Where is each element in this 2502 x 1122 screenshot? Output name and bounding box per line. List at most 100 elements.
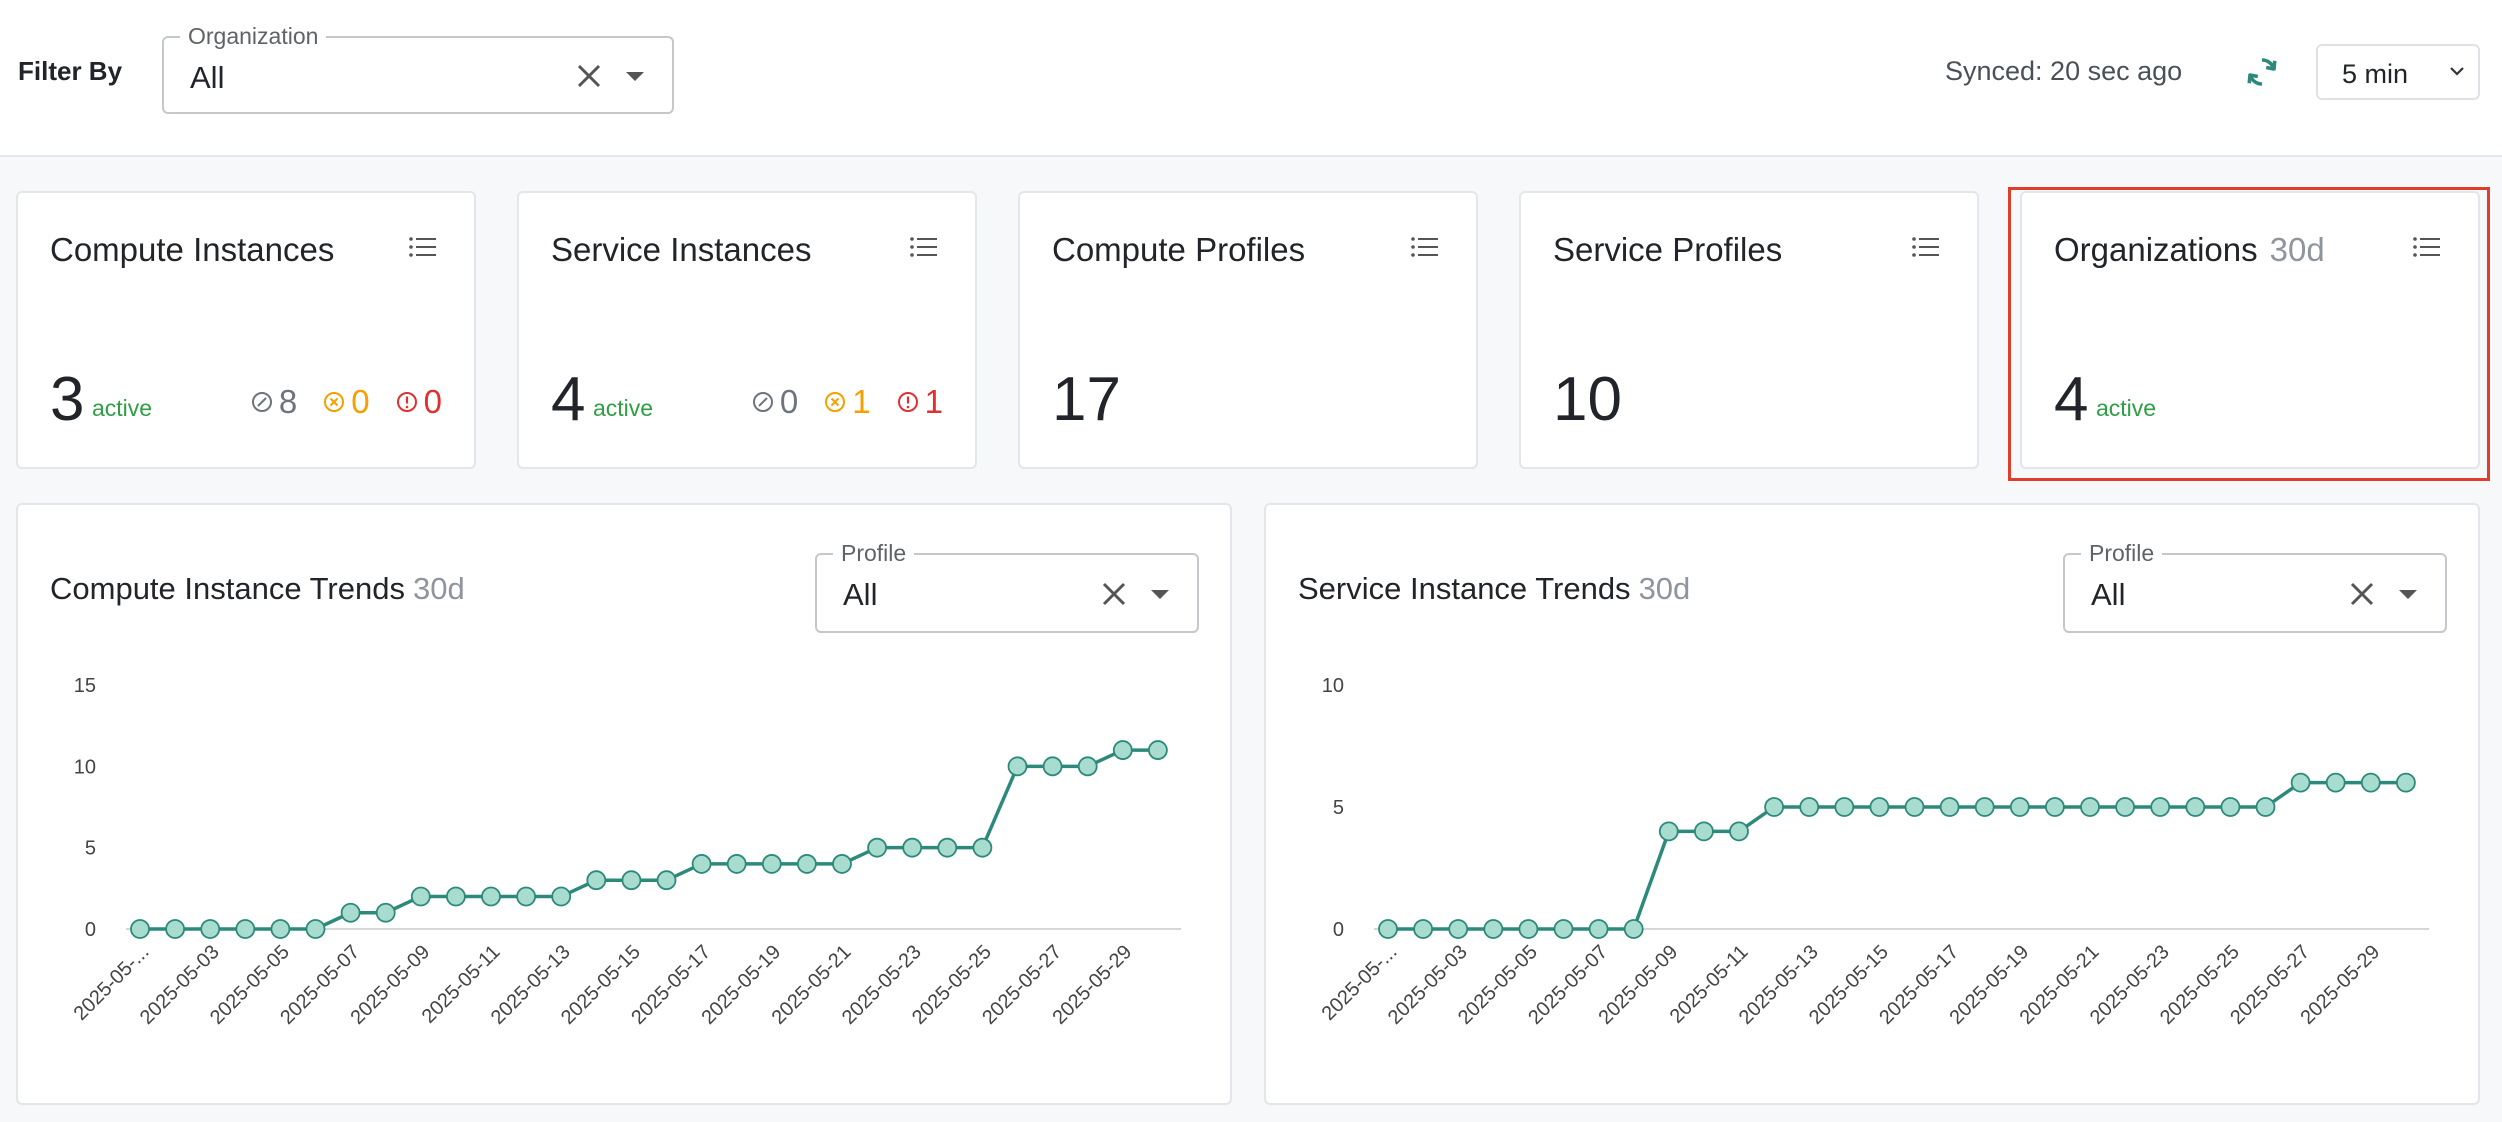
data-point <box>165 919 186 939</box>
data-point <box>1042 756 1063 777</box>
data-point <box>1112 740 1133 760</box>
data-point <box>1834 797 1855 817</box>
data-point <box>445 886 466 907</box>
profile-count: 10 <box>1553 365 1622 434</box>
profile-count: 17 <box>1052 365 1121 434</box>
profile-select[interactable]: Profile All <box>2063 539 2447 633</box>
clear-icon[interactable] <box>1101 581 1127 607</box>
data-point <box>340 902 361 923</box>
data-point <box>516 886 537 907</box>
error-stat: 1 <box>897 383 943 421</box>
caret-down-icon[interactable] <box>2399 590 2417 599</box>
data-point <box>1413 919 1434 939</box>
error-icon <box>396 392 417 412</box>
active-label: active <box>92 395 153 421</box>
filter-by-label: Filter By <box>18 56 123 86</box>
stopped-count: 0 <box>779 383 799 420</box>
compute-profiles-card: Compute Profiles 17 <box>1018 191 1478 469</box>
data-point <box>2009 797 2030 817</box>
profile-select-legend: Profile <box>833 539 915 567</box>
profile-select-value: All <box>843 577 878 612</box>
data-point <box>832 854 852 874</box>
organization-select[interactable]: Organization All <box>162 22 674 114</box>
error-count: 0 <box>423 383 442 420</box>
data-point <box>1658 821 1679 842</box>
clear-icon[interactable] <box>576 63 602 89</box>
list-menu-icon[interactable] <box>408 235 436 259</box>
data-point <box>2255 797 2276 817</box>
error-stat: 0 <box>396 383 442 421</box>
active-count: 3 <box>50 365 85 434</box>
caret-down-icon[interactable] <box>1151 590 1169 599</box>
data-point <box>1148 740 1168 760</box>
card-period: 30d <box>2269 231 2325 268</box>
data-point <box>1007 756 1028 777</box>
top-filter-bar: Filter By Organization All Synced: 20 se… <box>0 0 2502 157</box>
stopped-stat: 0 <box>752 383 798 421</box>
panel-title-text: Service Instance Trends <box>1298 571 1631 606</box>
series-line <box>140 748 1158 931</box>
clear-icon[interactable] <box>2349 581 2375 607</box>
error-count: 1 <box>924 383 943 420</box>
compute-trend-chart: 0510152025-05-...2025-05-032025-05-05202… <box>70 675 1181 1029</box>
data-point <box>726 854 747 874</box>
data-point <box>656 870 677 891</box>
data-point <box>937 837 958 858</box>
panel-title-text: Compute Instance Trends <box>50 571 405 606</box>
data-point <box>2080 797 2100 817</box>
service-trend-chart: 05102025-05-...2025-05-032025-05-052025-… <box>1318 675 2429 1029</box>
compute-trends-panel: Compute Instance Trends 30d Profile All 0… <box>16 503 1232 1105</box>
data-point <box>1448 919 1469 939</box>
caret-down-icon[interactable] <box>626 72 644 81</box>
y-tick-label: 10 <box>1322 675 1344 697</box>
data-point <box>2115 797 2135 817</box>
organization-select-value: All <box>190 60 225 95</box>
warning-stat: 0 <box>323 383 370 421</box>
data-point <box>305 919 326 939</box>
data-point <box>1077 756 1098 777</box>
status-counts: 0 1 1 <box>752 383 943 421</box>
list-menu-icon[interactable] <box>1410 235 1438 259</box>
refresh-icon[interactable] <box>2244 52 2280 92</box>
data-point <box>1974 797 1995 817</box>
data-point <box>1799 797 1820 817</box>
warning-count: 1 <box>852 383 871 420</box>
data-point <box>2045 797 2065 817</box>
data-point <box>621 870 642 891</box>
service-trends-panel: Service Instance Trends 30d Profile All 0… <box>1264 503 2480 1105</box>
y-tick-label: 5 <box>1333 797 1344 819</box>
card-title: Organizations 30d <box>2054 231 2325 269</box>
refresh-interval-value: 5 min <box>2342 59 2409 89</box>
profile-select[interactable]: Profile All <box>815 539 1199 633</box>
active-count: 4 <box>2054 365 2089 434</box>
active-count: 4 <box>551 365 586 434</box>
refresh-interval-select[interactable]: 5 min <box>2316 44 2480 100</box>
y-tick-label: 0 <box>1333 919 1344 941</box>
warning-icon <box>825 392 846 412</box>
list-menu-icon[interactable] <box>909 235 937 259</box>
data-point <box>2396 772 2416 793</box>
list-menu-icon[interactable] <box>1911 235 1939 259</box>
data-point <box>972 837 993 858</box>
status-counts: 8 0 0 <box>251 383 442 421</box>
data-point <box>1588 919 1609 939</box>
active-label: active <box>2096 395 2157 421</box>
data-point <box>1869 797 1890 817</box>
data-point <box>1553 919 1574 939</box>
panel-title: Service Instance Trends 30d <box>1298 571 1690 607</box>
data-point <box>586 870 607 891</box>
chevron-down-icon <box>2450 67 2464 76</box>
card-title: Compute Instances <box>50 231 335 268</box>
data-point <box>1378 919 1398 939</box>
data-point <box>797 854 817 874</box>
stopped-count: 8 <box>278 383 298 420</box>
data-point <box>270 919 291 939</box>
data-point <box>1518 919 1539 939</box>
list-menu-icon[interactable] <box>2412 235 2440 259</box>
data-point <box>691 854 712 874</box>
warning-icon <box>324 392 345 412</box>
card-title-text: Organizations <box>2054 231 2258 268</box>
data-point <box>481 886 501 907</box>
y-tick-label: 5 <box>85 838 96 860</box>
data-point <box>1904 797 1925 817</box>
